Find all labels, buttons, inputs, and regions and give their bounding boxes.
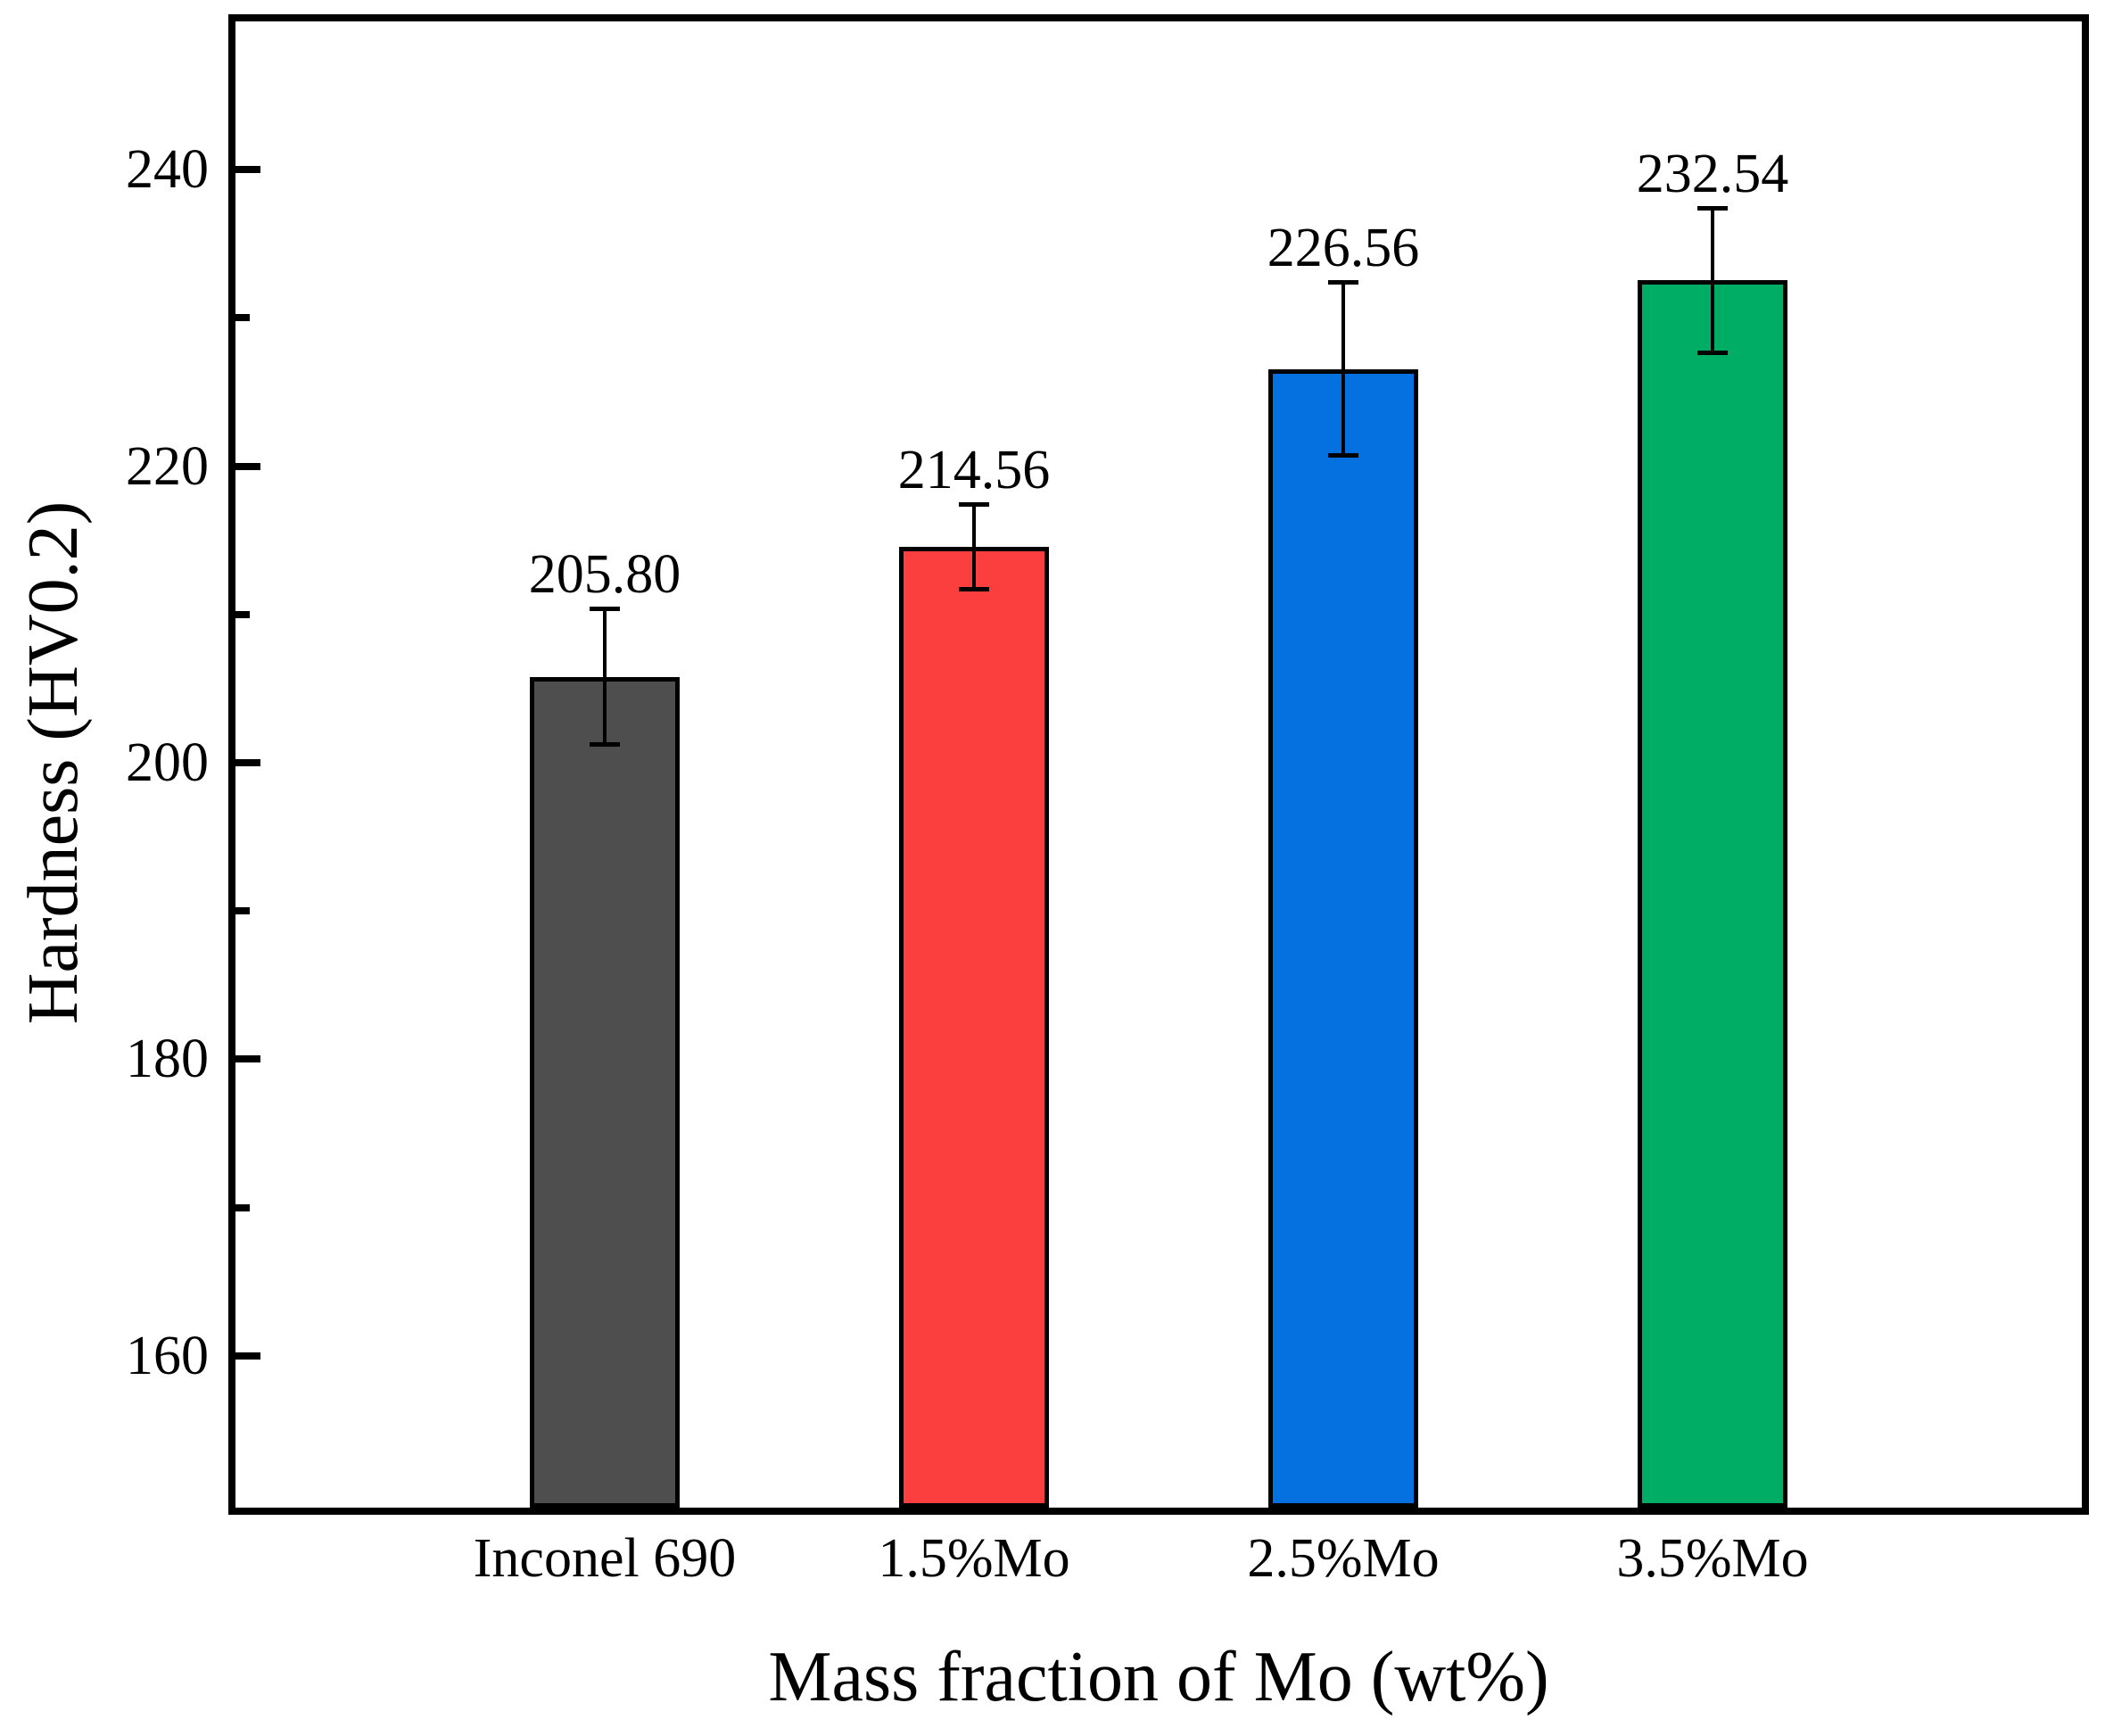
y-tick-label-200: 200 [126,732,209,793]
x-tick-label-1.5-mo: 1.5%Mo [878,1528,1070,1589]
error-bar-bottom-cap-2.5-mo [1328,452,1358,458]
y-major-tick-160 [235,1352,260,1360]
y-major-tick-240 [235,166,260,174]
error-bar-top-cap-2.5-mo [1328,280,1358,285]
error-bar-line-3.5-mo [1711,207,1714,353]
x-tick-label-inconel-690: Inconel 690 [473,1528,737,1589]
x-axis-title: Mass fraction of Mo (wt%) [768,1638,1549,1716]
y-major-tick-220 [235,462,260,470]
y-minor-tick-210 [235,610,250,618]
y-tick-label-240: 240 [126,139,209,201]
y-minor-tick-230 [235,314,250,322]
bar-inconel-690 [530,676,680,1508]
error-bar-top-cap-inconel-690 [590,607,620,612]
error-bar-top-cap-3.5-mo [1697,205,1728,211]
error-bar-line-1.5-mo [972,503,976,591]
value-label-3.5-mo: 232.54 [1636,143,1789,204]
bar-2.5-mo [1268,368,1418,1508]
y-tick-label-160: 160 [126,1325,209,1386]
value-label-inconel-690: 205.80 [528,544,681,606]
error-bar-bottom-cap-inconel-690 [590,742,620,748]
error-bar-line-2.5-mo [1341,282,1345,456]
plot-area [228,14,2089,1515]
error-bar-bottom-cap-3.5-mo [1697,350,1728,355]
x-tick-label-3.5-mo: 3.5%Mo [1616,1528,1809,1589]
x-tick-label-2.5-mo: 2.5%Mo [1247,1528,1440,1589]
bar-3.5-mo [1638,280,1787,1508]
error-bar-top-cap-1.5-mo [959,501,989,507]
error-bar-line-inconel-690 [603,608,607,746]
value-label-1.5-mo: 214.56 [897,439,1051,500]
y-tick-label-220: 220 [126,435,209,497]
y-major-tick-200 [235,759,260,766]
error-bar-bottom-cap-1.5-mo [959,587,989,592]
y-major-tick-180 [235,1055,260,1063]
y-tick-label-180: 180 [126,1029,209,1090]
value-label-2.5-mo: 226.56 [1267,218,1420,279]
y-minor-tick-170 [235,1203,250,1211]
bar-1.5-mo [899,547,1049,1508]
y-minor-tick-190 [235,907,250,915]
